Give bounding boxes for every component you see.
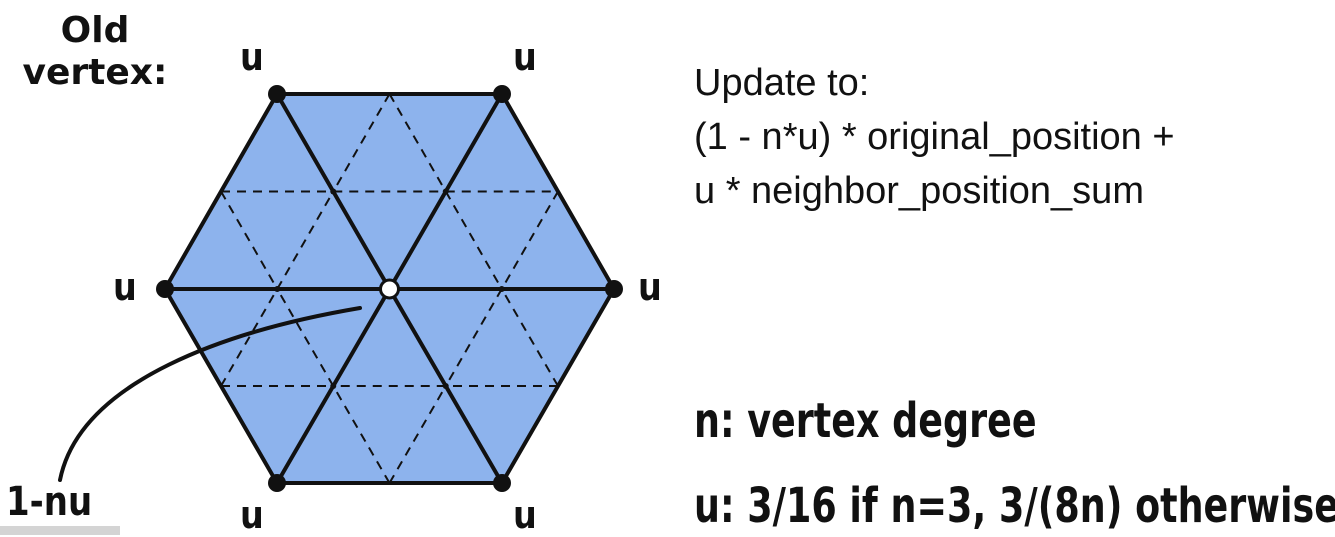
vertex-dot	[268, 85, 286, 103]
leader-line	[58, 306, 362, 482]
neighbor-vertices	[156, 85, 623, 492]
formula-line3: u * neighbor_position_sum	[694, 170, 1144, 212]
vertex-label-bottom-left: u	[240, 493, 264, 537]
old-vertex-line1: Old	[60, 10, 130, 51]
vertex-label-bottom-right: u	[513, 493, 537, 537]
vertex-dot	[493, 85, 511, 103]
bottom-scroll-bar	[0, 526, 120, 535]
formula-line2: (1 - n*u) * original_position +	[694, 116, 1175, 158]
vertex-dot	[493, 474, 511, 492]
vertex-dot	[268, 474, 286, 492]
definition-u: u: 3/16 if n=3, 3/(8n) otherwise	[694, 478, 1335, 534]
center-weight-label: 1-nu	[6, 479, 93, 525]
update-formula: Update to: (1 - n*u) * original_position…	[694, 56, 1175, 218]
center-vertex	[379, 278, 400, 300]
vertex-dot	[156, 280, 174, 298]
vertex-label-left: u	[113, 265, 137, 309]
dashed-subdivision-edges	[220, 93, 559, 484]
midpoint-markers	[274, 188, 505, 389]
old-vertex-label: Old vertex:	[20, 10, 170, 94]
definition-n: n: vertex degree	[694, 393, 1037, 449]
vertex-label-top-left: u	[240, 35, 264, 79]
vertex-dot	[605, 280, 623, 298]
vertex-label-right: u	[638, 265, 662, 309]
formula-line1: Update to:	[694, 62, 870, 104]
old-vertex-line2: vertex:	[22, 52, 168, 93]
vertex-label-top-right: u	[513, 35, 537, 79]
